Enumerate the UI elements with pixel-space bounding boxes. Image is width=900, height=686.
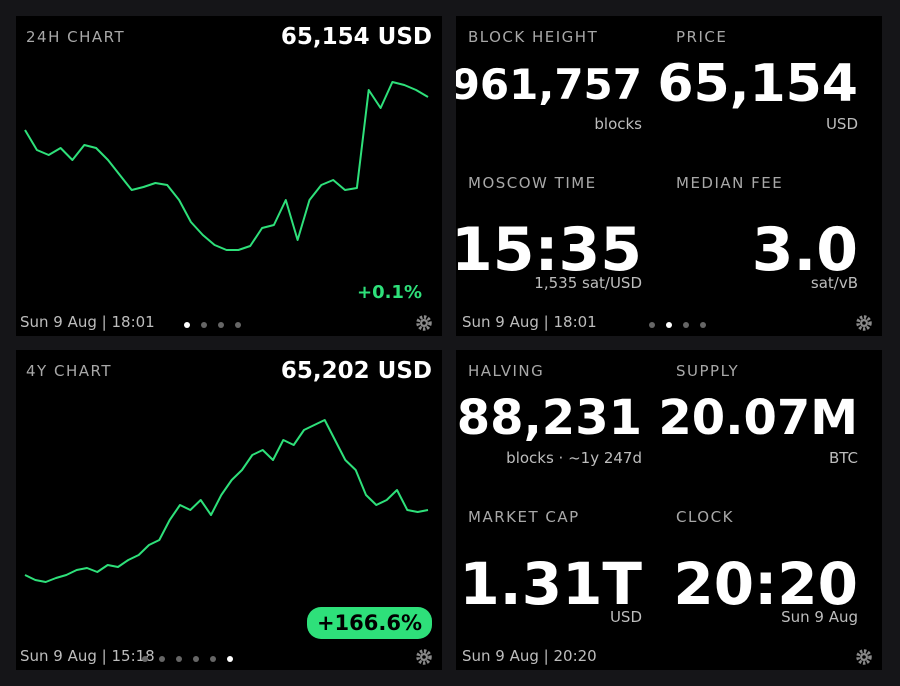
stat-label: MEDIAN FEE [676, 174, 784, 192]
stat-label: BLOCK HEIGHT [468, 28, 599, 46]
stats-panel: HALVING 88,231 blocks · ~1y 247d SUPPLY 20.0… [456, 350, 882, 670]
timestamp: Sun 9 Aug | 15:18 [20, 647, 155, 665]
chart [24, 81, 429, 251]
page-dot[interactable] [665, 322, 672, 328]
stat-value: 65,154 [657, 53, 858, 114]
change-label: +0.1% [356, 282, 422, 303]
page-dot[interactable] [200, 322, 207, 328]
stat-unit: Sun 9 Aug [781, 608, 858, 626]
page-dot[interactable] [682, 322, 689, 328]
gear-icon [422, 321, 426, 325]
gear-icon [862, 655, 866, 659]
page-dot[interactable] [699, 322, 706, 328]
page-dot[interactable] [648, 322, 655, 328]
settings-button[interactable] [416, 315, 432, 331]
timestamp: Sun 9 Aug | 18:01 [462, 313, 597, 331]
page-dot[interactable] [192, 656, 199, 662]
stat-value: 3.0 [751, 214, 858, 285]
stats-panel: BLOCK HEIGHT 961,757 blocks PRICE 65,154 USD M… [456, 16, 882, 336]
gear-icon [856, 649, 872, 665]
timestamp: Sun 9 Aug | 20:20 [462, 647, 597, 665]
stat-value: 1.31T [459, 550, 642, 619]
price-line [24, 419, 429, 583]
stat-unit: 1,535 sat/USD [534, 274, 642, 292]
page-dot[interactable] [209, 656, 216, 662]
price: 65,202 USD [280, 358, 432, 384]
page-dot[interactable] [183, 322, 190, 328]
chart [24, 419, 429, 583]
gear-icon [856, 315, 872, 331]
price: 65,154 USD [280, 24, 432, 50]
gear-icon [422, 655, 426, 659]
page-dot[interactable] [217, 322, 224, 328]
stat-label: CLOCK [676, 508, 734, 526]
stat-label: SUPPLY [676, 362, 740, 380]
stat-value: 20:20 [673, 550, 858, 619]
page-dot[interactable] [141, 656, 148, 662]
page-dot[interactable] [158, 656, 165, 662]
stat-label: HALVING [468, 362, 545, 380]
change-badge: +166.6% [306, 607, 432, 639]
stat-label: MARKET CAP [468, 508, 580, 526]
page-dot[interactable] [234, 322, 241, 328]
page-dot[interactable] [226, 656, 233, 662]
stat-unit: sat/vB [810, 274, 858, 292]
stat-label: MOSCOW TIME [468, 174, 597, 192]
stat-value: 20.07M [658, 390, 858, 447]
stat-unit: USD [609, 608, 642, 626]
settings-button[interactable] [856, 315, 872, 331]
stat-value: 88,231 [456, 390, 642, 447]
stat-value: 961,757 [456, 59, 642, 109]
stat-unit: USD [825, 115, 858, 133]
stat-value: 15:35 [456, 214, 642, 285]
timestamp: Sun 9 Aug | 18:01 [20, 313, 155, 331]
stat-unit: BTC [828, 449, 858, 467]
settings-button[interactable] [416, 649, 432, 665]
page-dot[interactable] [175, 656, 182, 662]
chart-title: 24H CHART [26, 28, 126, 46]
settings-button[interactable] [856, 649, 872, 665]
gear-icon [416, 649, 432, 665]
stat-unit: blocks · ~1y 247d [506, 449, 642, 467]
chart-panel: 24H CHART 65,154 USD +0.1% Sun 9 Aug | 18:0… [16, 16, 442, 336]
stat-unit: blocks [594, 115, 642, 133]
stat-label: PRICE [676, 28, 728, 46]
chart-title: 4Y CHART [26, 362, 112, 380]
gear-icon [416, 315, 432, 331]
chart-panel: 4Y CHART 65,202 USD +166.6% Sun 9 Aug | 15:… [16, 350, 442, 670]
gear-icon [862, 321, 866, 325]
price-line [24, 81, 429, 251]
